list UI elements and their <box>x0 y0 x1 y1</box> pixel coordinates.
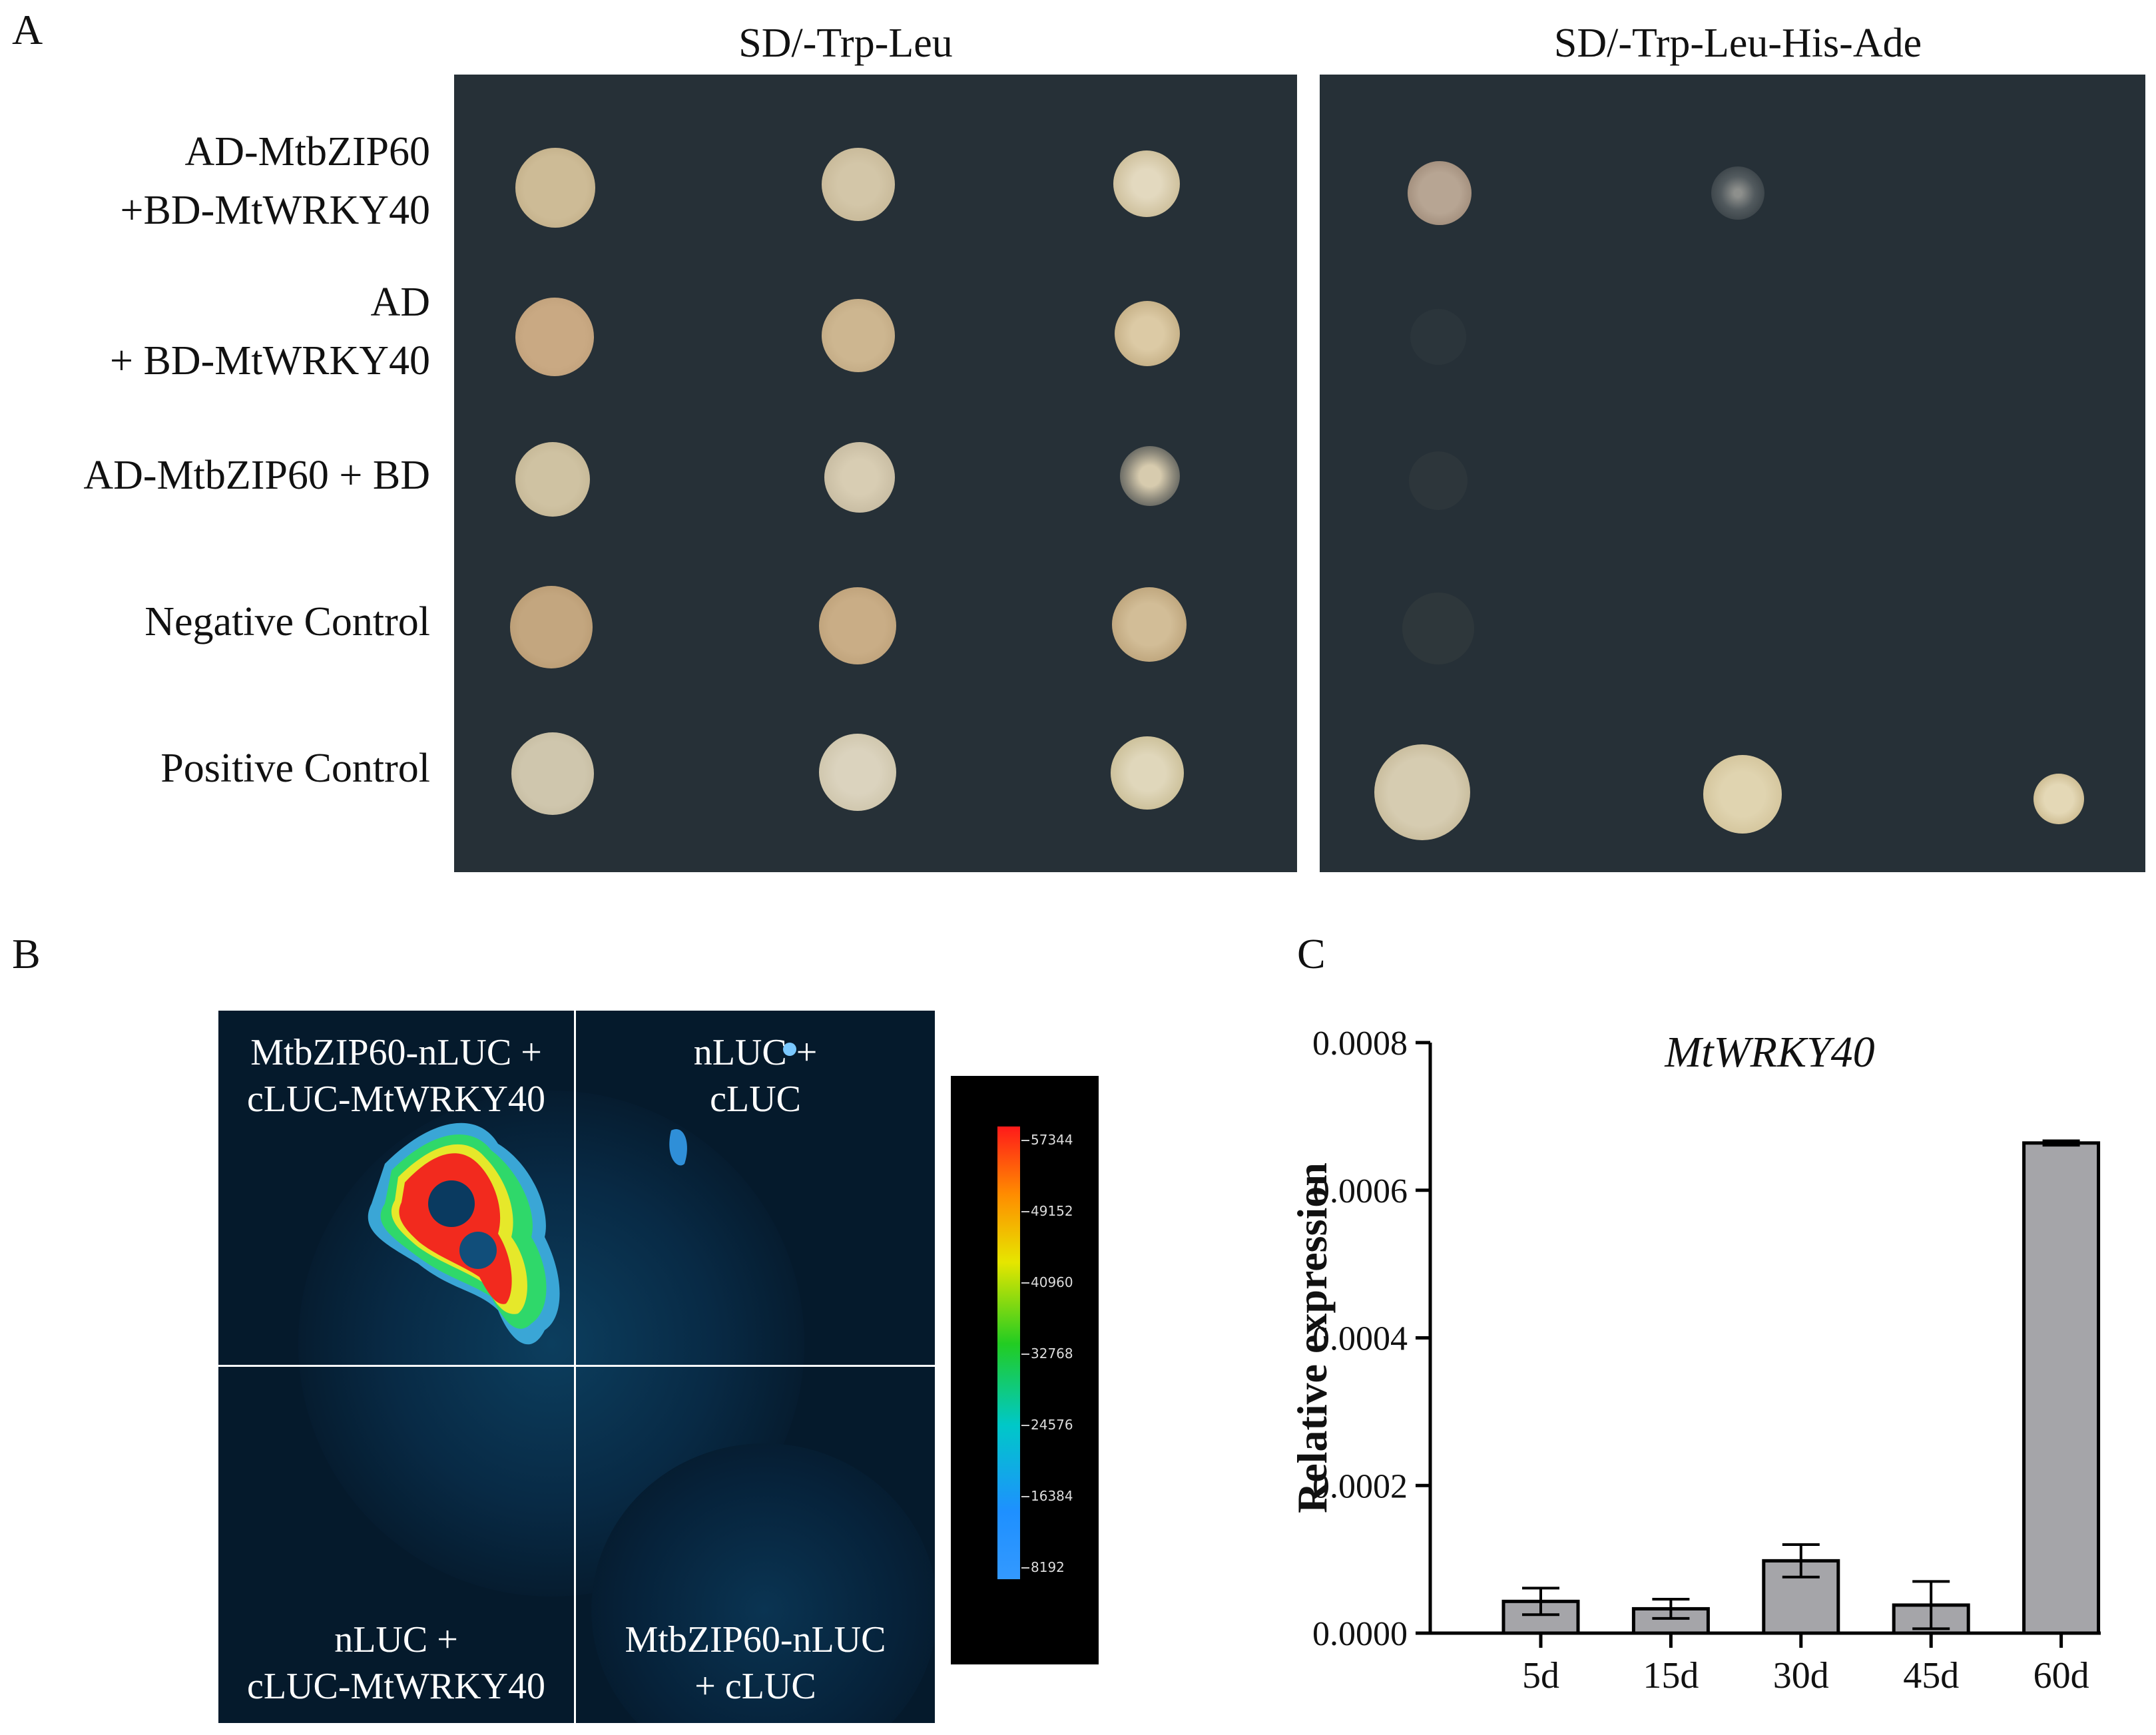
row-label-2: AD + BD-MtWRKY40 <box>110 273 430 390</box>
cell-label-bottom-right-line-1: MtbZIP60-nLUC <box>625 1619 886 1660</box>
color-scale-tick-mark <box>1021 1140 1029 1141</box>
row-label-2-line-2: + BD-MtWRKY40 <box>109 338 430 383</box>
yeast-spot <box>1111 736 1184 810</box>
color-scale-tick-label: 16384 <box>1031 1488 1073 1504</box>
yeast-spot <box>1115 301 1180 366</box>
cell-label-top-right-line-1: nLUC + <box>693 1032 818 1073</box>
x-tick-label: 30d <box>1773 1655 1829 1696</box>
cell-label-top-left-line-2: cLUC-MtWRKY40 <box>247 1079 545 1120</box>
row-label-5: Positive Control <box>160 739 430 798</box>
row-label-3-line-1: AD-MtbZIP60 + BD <box>83 453 430 498</box>
row-label-5-line-1: Positive Control <box>160 746 430 791</box>
panel-a-letter: A <box>12 6 43 53</box>
row-label-2-line-1: AD <box>370 280 430 325</box>
yeast-spot <box>1112 587 1187 662</box>
y-axis-label: Relative expression <box>1288 1162 1336 1513</box>
color-scale-tick-label: 8192 <box>1031 1559 1065 1575</box>
quadrant-divider-vertical <box>574 1011 576 1723</box>
condition-label-right: SD/-Trp-Leu-His-Ade <box>1553 21 1922 66</box>
row-label-1-line-1: AD-MtbZIP60 <box>184 129 430 174</box>
color-scale-tick-label: 24576 <box>1031 1417 1073 1433</box>
row-label-4: Negative Control <box>144 593 430 651</box>
plate-sd-trp-leu <box>454 75 1297 872</box>
yeast-spot <box>1120 446 1180 506</box>
yeast-spot <box>510 586 593 668</box>
yeast-spot <box>515 442 590 517</box>
color-scale-tick-mark <box>1021 1567 1029 1569</box>
yeast-spot <box>822 299 895 372</box>
yeast-spot <box>819 734 896 811</box>
yeast-spot <box>1374 744 1470 840</box>
x-tick-label: 60d <box>2033 1655 2089 1696</box>
color-scale-tick-mark <box>1021 1354 1029 1355</box>
yeast-spot <box>515 148 595 228</box>
yeast-spot <box>822 148 895 221</box>
yeast-spot <box>819 587 896 664</box>
y-tick-label: 0.0008 <box>1312 1025 1408 1063</box>
panel-c-letter: C <box>1297 930 1326 977</box>
cell-label-top-left: MtbZIP60-nLUC + cLUC-MtWRKY40 <box>218 1029 574 1122</box>
luciferase-image: MtbZIP60-nLUC + cLUC-MtWRKY40 nLUC + cLU… <box>218 1011 935 1723</box>
yeast-spot <box>515 298 594 376</box>
row-label-1: AD-MtbZIP60 +BD-MtWRKY40 <box>120 123 430 240</box>
yeast-spot <box>511 732 594 815</box>
color-scale-tick-mark <box>1021 1282 1029 1284</box>
panel-b-letter: B <box>12 930 41 977</box>
yeast-spot-faint <box>1402 593 1474 664</box>
cell-label-top-right: nLUC + cLUC <box>576 1029 935 1122</box>
color-scale: 57344 49152 40960 32768 24576 16384 8192 <box>951 1076 1099 1664</box>
yeast-spot-faint <box>1410 309 1466 365</box>
plate-sd-trp-leu-his-ade <box>1320 75 2145 872</box>
color-scale-tick-mark <box>1021 1211 1029 1212</box>
y-tick-label: 0.0000 <box>1312 1615 1408 1653</box>
quadrant-divider-horizontal <box>218 1365 935 1367</box>
yeast-spot <box>1703 755 1782 834</box>
x-tick-label: 15d <box>1643 1655 1699 1696</box>
yeast-spot <box>1711 166 1764 220</box>
color-scale-tick-mark <box>1021 1425 1029 1426</box>
leaf-background-glow <box>591 1443 935 1723</box>
yeast-spot <box>824 442 895 513</box>
row-label-3: AD-MtbZIP60 + BD <box>83 446 430 505</box>
y-tick-label: 0.0006 <box>1312 1172 1408 1210</box>
cell-label-bottom-right-line-2: + cLUC <box>694 1666 816 1707</box>
cell-label-top-left-line-1: MtbZIP60-nLUC + <box>250 1032 542 1073</box>
x-tick-label: 5d <box>1522 1655 1559 1696</box>
color-scale-tick-label: 40960 <box>1031 1274 1073 1290</box>
chart-title: MtWRKY40 <box>1664 1028 1874 1077</box>
cell-label-bottom-right: MtbZIP60-nLUC + cLUC <box>576 1616 935 1710</box>
cell-label-top-right-line-2: cLUC <box>710 1079 801 1120</box>
x-tick-label: 45d <box>1903 1655 1959 1696</box>
cell-label-bottom-left-line-2: cLUC-MtWRKY40 <box>247 1666 545 1707</box>
cell-label-bottom-left: nLUC + cLUC-MtWRKY40 <box>218 1616 574 1710</box>
row-label-1-line-2: +BD-MtWRKY40 <box>120 188 430 233</box>
yeast-spot <box>1113 150 1180 217</box>
bar-chart: 0.0000 0.0002 0.0004 0.0006 0.0008 Relative e… <box>1288 1025 2101 1696</box>
bar <box>2022 1141 2101 1635</box>
condition-label-left: SD/-Trp-Leu <box>738 21 953 66</box>
y-tick-label: 0.0002 <box>1312 1467 1408 1505</box>
color-scale-gradient <box>997 1126 1020 1579</box>
yeast-spot <box>2033 774 2084 824</box>
color-scale-tick-mark <box>1021 1496 1029 1497</box>
color-scale-tick-label: 49152 <box>1031 1203 1073 1219</box>
row-label-4-line-1: Negative Control <box>144 599 430 644</box>
color-scale-tick-label: 32768 <box>1031 1346 1073 1362</box>
color-scale-tick-label: 57344 <box>1031 1132 1073 1148</box>
luminescence-signal <box>368 1043 796 1345</box>
y-tick-label: 0.0004 <box>1312 1320 1408 1358</box>
yeast-spot <box>1408 161 1472 225</box>
yeast-spot-faint <box>1409 451 1468 510</box>
cell-label-bottom-left-line-1: nLUC + <box>334 1619 458 1660</box>
